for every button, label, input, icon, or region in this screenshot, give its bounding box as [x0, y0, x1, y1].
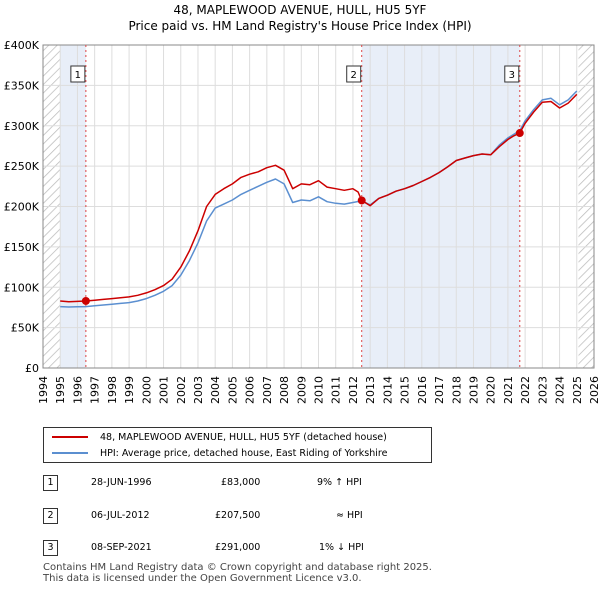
- transaction-number: 2: [43, 508, 58, 524]
- x-tick-label: 1998: [106, 376, 119, 404]
- x-tick-label: 2022: [519, 376, 532, 404]
- transaction-price: £83,000: [221, 477, 261, 488]
- table-row: 3 08-SEP-2021 £291,000 1% ↓ HPI: [43, 540, 443, 556]
- x-tick-label: 1997: [89, 376, 102, 404]
- x-tick-label: 2015: [399, 376, 412, 404]
- x-tick-label: 2025: [571, 376, 584, 404]
- sale-label-box: [70, 65, 86, 83]
- transaction-date: 06-JUL-2012: [91, 510, 150, 521]
- x-tick-label: 2019: [467, 376, 480, 404]
- x-tick-label: 2003: [192, 376, 205, 404]
- legend-label-property: 48, MAPLEWOOD AVENUE, HULL, HU5 5YF (det…: [100, 431, 387, 443]
- x-tick-label: 2016: [416, 376, 429, 404]
- x-tick-label: 2006: [244, 376, 257, 404]
- transaction-price: £207,500: [215, 510, 261, 521]
- chart-title: 48, MAPLEWOOD AVENUE, HULL, HU5 5YF: [173, 3, 427, 17]
- y-tick-label: £150K: [4, 241, 40, 254]
- y-tick-label: £350K: [4, 79, 40, 92]
- x-tick-label: 2000: [140, 376, 153, 404]
- x-tick-label: 2026: [588, 376, 600, 404]
- x-tick-label: 1994: [37, 376, 50, 404]
- x-tick-label: 2013: [364, 376, 377, 404]
- legend-label-hpi: HPI: Average price, detached house, East…: [100, 447, 388, 459]
- series-line: [60, 93, 578, 303]
- transaction-date: 28-JUN-1996: [91, 477, 152, 488]
- legend-swatch-property: [52, 436, 88, 438]
- sale-label: 3: [509, 70, 515, 81]
- plot-border: [42, 44, 595, 369]
- x-tick-label: 2004: [209, 376, 222, 404]
- transaction-hpi-change: ≈ HPI: [336, 510, 363, 521]
- x-tick-label: 1996: [71, 376, 84, 404]
- x-tick-label: 2020: [485, 376, 498, 404]
- x-tick-label: 2014: [381, 376, 394, 404]
- x-tick-label: 2012: [347, 376, 360, 404]
- price-chart: £0 £50K £100K £150K £200K £250K £300K £350K £400…: [4, 39, 600, 404]
- legend-swatch-hpi: [52, 452, 88, 454]
- x-tick-label: 2024: [554, 376, 567, 404]
- attribution-line-1: Contains HM Land Registry data © Crown c…: [43, 562, 432, 573]
- transaction-number: 3: [43, 540, 58, 556]
- transaction-price: £291,000: [215, 542, 261, 553]
- sale-label: 1: [75, 70, 81, 81]
- sale-point: [515, 129, 524, 138]
- table-row: 2 06-JUL-2012 £207,500 ≈ HPI: [43, 508, 443, 524]
- y-tick-label: £400K: [4, 39, 40, 52]
- chart-legend: 48, MAPLEWOOD AVENUE, HULL, HU5 5YF (det…: [43, 427, 432, 463]
- chart-subtitle: Price paid vs. HM Land Registry's House …: [128, 19, 472, 33]
- x-tick-label: 2002: [175, 376, 188, 404]
- transaction-number: 1: [43, 475, 58, 491]
- x-tick-label: 2018: [450, 376, 463, 404]
- sale-label-box: [346, 65, 362, 83]
- x-tick-label: 2007: [261, 376, 274, 404]
- y-tick-label: £250K: [4, 160, 40, 173]
- x-tick-label: 2021: [502, 376, 515, 404]
- y-tick-label: £200K: [4, 201, 40, 214]
- y-tick-label: £50K: [11, 322, 40, 335]
- table-row: 1 28-JUN-1996 £83,000 9% ↑ HPI: [43, 475, 443, 491]
- y-tick-label: £300K: [4, 120, 40, 133]
- y-tick-label: £0: [25, 362, 39, 375]
- attribution-line-2: This data is licensed under the Open Gov…: [43, 573, 362, 584]
- transaction-hpi-change: 9% ↑ HPI: [317, 477, 362, 488]
- legend-item-hpi: HPI: Average price, detached house, East…: [52, 446, 387, 460]
- transaction-hpi-change: 1% ↓ HPI: [319, 542, 364, 553]
- sale-label: 2: [351, 70, 357, 81]
- legend-item-property: 48, MAPLEWOOD AVENUE, HULL, HU5 5YF (det…: [52, 430, 387, 444]
- x-tick-label: 2023: [536, 376, 549, 404]
- attribution: Contains HM Land Registry data © Crown c…: [43, 562, 432, 584]
- x-tick-label: 1995: [54, 376, 67, 404]
- x-tick-label: 2011: [330, 376, 343, 404]
- x-tick-label: 2010: [313, 376, 326, 404]
- sale-label-box: [504, 65, 520, 83]
- sale-point: [81, 296, 90, 305]
- x-tick-label: 2001: [158, 376, 171, 404]
- x-tick-label: 2017: [433, 376, 446, 404]
- y-tick-label: £100K: [4, 281, 40, 294]
- transaction-date: 08-SEP-2021: [91, 542, 152, 553]
- sale-point: [357, 196, 366, 205]
- x-tick-label: 2008: [278, 376, 291, 404]
- x-tick-label: 1999: [123, 376, 136, 404]
- x-tick-label: 2005: [226, 376, 239, 404]
- x-tick-label: 2009: [295, 376, 308, 404]
